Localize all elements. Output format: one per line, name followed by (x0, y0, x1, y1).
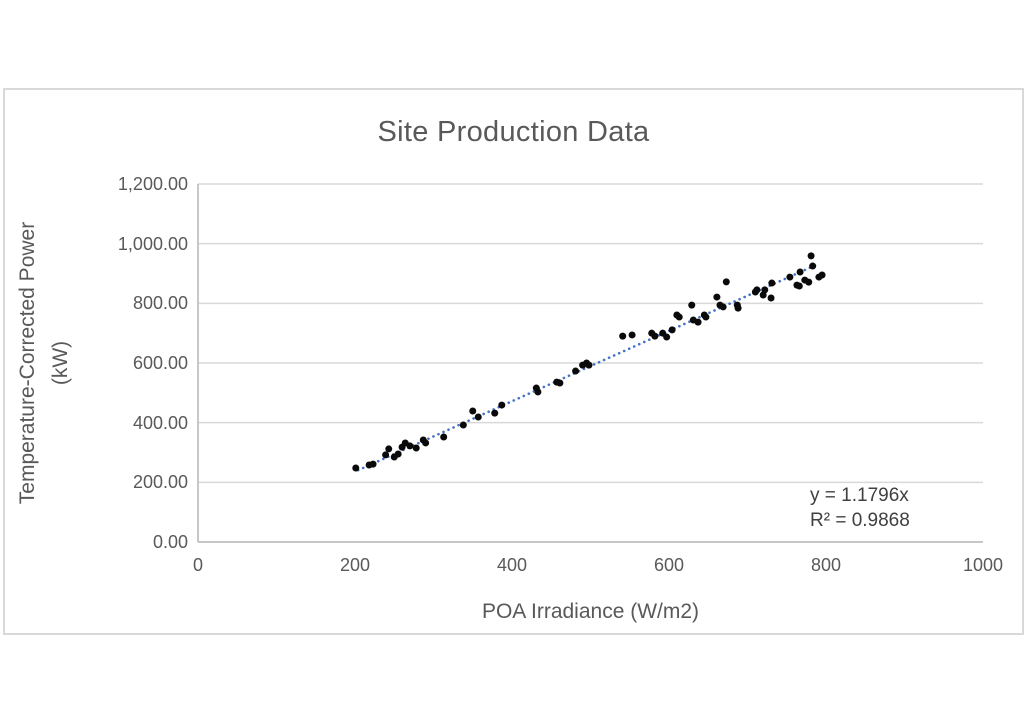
chart-title: Site Production Data (377, 116, 650, 148)
x-tick-label: 0 (192, 555, 203, 575)
r-squared-line: R² = 0.9868 (810, 510, 910, 531)
x-tick-label: 600 (653, 555, 685, 575)
x-tick-label: 200 (339, 555, 371, 575)
y-tick-label: 1,000.00 (117, 233, 188, 254)
trendline-equation: y = 1.1796x R² = 0.9868 (810, 483, 910, 533)
x-tick-label: 1000 (962, 555, 1004, 575)
equation-line: y = 1.1796x (810, 485, 909, 506)
y-tick-label: 0.00 (152, 532, 188, 552)
y-tick-label: 1,200.00 (117, 174, 188, 194)
y-tick-label: 200.00 (132, 472, 188, 493)
y-axis-title-line1: Temperature-Corrected Power (16, 221, 39, 505)
y-tick-label: 400.00 (132, 412, 188, 433)
y-axis-title-line2: (kW) (49, 340, 72, 386)
x-axis-title: POA Irradiance (W/m2) (481, 600, 700, 623)
x-tick-label: 400 (496, 555, 528, 575)
x-tick-label: 800 (810, 555, 842, 575)
y-tick-label: 800.00 (132, 293, 188, 314)
y-axis-title: Temperature-Corrected Power (kW) (6, 184, 82, 542)
y-tick-label: 600.00 (132, 353, 188, 373)
